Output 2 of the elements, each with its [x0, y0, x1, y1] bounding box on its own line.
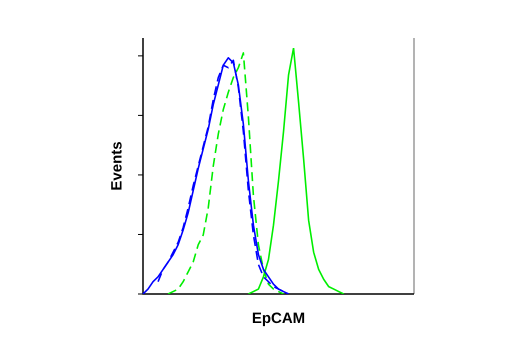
x-axis-title: EpCAM: [250, 310, 306, 327]
y-axis-title: Events: [108, 141, 126, 191]
